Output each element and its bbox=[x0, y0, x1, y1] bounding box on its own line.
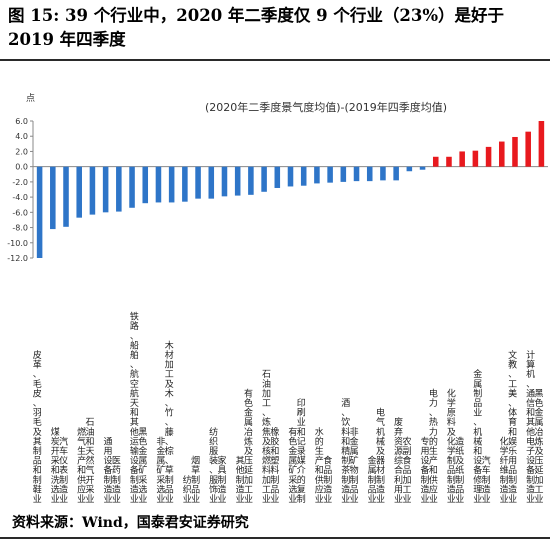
x-tick-label: 铁路、船舶、航空航天和其他运输设备制造业 bbox=[130, 311, 139, 505]
bar bbox=[50, 166, 56, 230]
bar bbox=[314, 166, 320, 184]
x-tick-label: 食品制造业 bbox=[323, 455, 332, 505]
y-tick-label: 4.0 bbox=[15, 132, 28, 141]
y-tick-label: -8.0 bbox=[12, 224, 28, 233]
bar bbox=[195, 166, 201, 199]
x-tick-label: 通用设备制造业 bbox=[104, 436, 113, 505]
x-tick-label: 电气机械及器材制造业 bbox=[376, 407, 385, 505]
bars bbox=[36, 121, 545, 258]
x-tick-label: 石油和天然气开采业 bbox=[86, 418, 95, 505]
bar bbox=[300, 166, 307, 186]
bar bbox=[116, 166, 122, 212]
bar bbox=[248, 166, 254, 195]
x-tick-label: 水的生产和供应业 bbox=[315, 426, 324, 505]
y-tick-label: -12.0 bbox=[7, 254, 28, 263]
source-note: 资料来源：Wind，国泰君安证券研究 bbox=[12, 515, 249, 531]
chart-title: (2020年二季度景气度均值)-(2019年四季度均值) bbox=[205, 100, 447, 114]
x-tick-label: 家具制造业 bbox=[218, 455, 227, 505]
bar-chart: 点 (2020年二季度景气度均值)-(2019年四季度均值) 6.0 4.0 2.0… bbox=[7, 93, 548, 505]
bar bbox=[142, 166, 149, 204]
bar bbox=[499, 141, 505, 167]
x-tick-label: 废弃资源综合利用业 bbox=[394, 416, 403, 505]
bar bbox=[63, 166, 69, 227]
bar bbox=[525, 131, 531, 167]
figure-title: 图 15: 39 个行业中，2020 年二季度仅 9 个行业（23%）是好于 2… bbox=[8, 6, 505, 49]
bar bbox=[221, 166, 228, 197]
bar bbox=[76, 166, 82, 218]
x-tick-label: 化学原料及化学制品制造业 bbox=[447, 387, 456, 505]
x-tick-label: 纺织业 bbox=[183, 474, 192, 505]
x-axis-labels: 皮革、毛皮、羽毛及其制品和制鞋业煤炭开采和洗选业汽车仪表制造业燃气生产和供应业石… bbox=[33, 311, 544, 505]
bar bbox=[432, 156, 439, 167]
x-tick-label: 电力、热力的生产和供应业 bbox=[429, 387, 438, 505]
bar bbox=[393, 166, 399, 181]
y-tick-label: 2.0 bbox=[15, 147, 28, 156]
bar bbox=[472, 150, 479, 167]
x-tick-label: 化学纤维制造业 bbox=[500, 435, 509, 505]
bar bbox=[208, 166, 215, 199]
bar bbox=[155, 166, 162, 203]
bar bbox=[102, 166, 109, 213]
x-tick-label: 黑色金属冶炼及压延加工业 bbox=[534, 388, 543, 505]
y-axis: 6.0 4.0 2.0 0.0 -2.0 -4.0 -6.0 -8.0 -10.0 -12.0 bbox=[7, 117, 548, 263]
bar bbox=[129, 166, 135, 208]
bar bbox=[36, 166, 43, 258]
x-tick-label: 印刷业和记录媒介的复制 bbox=[297, 397, 306, 505]
y-tick-label: 6.0 bbox=[15, 117, 28, 126]
chart-area: 点 (2020年二季度景气度均值)-(2019年四季度均值) 6.0 4.0 2.0… bbox=[0, 62, 550, 512]
x-tick-label: 金属制品业 bbox=[368, 455, 377, 505]
x-tick-label: 煤炭开采和洗选业 bbox=[51, 426, 60, 505]
bar bbox=[485, 146, 492, 167]
y-tick-label: -2.0 bbox=[12, 178, 28, 187]
y-axis-label: 点 bbox=[26, 93, 35, 104]
bar bbox=[512, 136, 518, 167]
x-tick-label: 非金属矿物制品业 bbox=[350, 426, 359, 505]
x-tick-label: 有色金属冶炼及压延加工业 bbox=[244, 387, 253, 505]
bar bbox=[353, 166, 360, 182]
x-tick-label: 石油加工、炼焦及核燃料加工业 bbox=[262, 370, 271, 505]
x-tick-label: 医药制造业 bbox=[112, 456, 121, 505]
x-tick-label: 烟草制品业 bbox=[191, 455, 200, 505]
bar bbox=[459, 151, 465, 167]
x-tick-label: 计算机、通信和其他电子设备制造业 bbox=[526, 349, 535, 505]
bar bbox=[182, 166, 188, 202]
bar bbox=[446, 156, 452, 167]
x-tick-label: 纺织服装、服饰业 bbox=[209, 426, 218, 505]
y-tick-label: -4.0 bbox=[12, 193, 28, 202]
y-tick-label: -6.0 bbox=[12, 208, 28, 217]
x-tick-label: 木材加工及木、竹、藤、棕、草制品业 bbox=[165, 339, 174, 505]
bar bbox=[419, 166, 426, 170]
x-tick-label: 造纸及纸制品业 bbox=[455, 435, 464, 505]
x-tick-label: 文教、工美、体育和娱乐用品制造业 bbox=[508, 349, 517, 505]
bar bbox=[234, 166, 241, 196]
x-tick-label: 其他制造业 bbox=[236, 456, 245, 505]
bar bbox=[538, 121, 545, 167]
x-tick-label: 农副食品加工业 bbox=[402, 435, 411, 505]
bar bbox=[366, 166, 373, 182]
bar bbox=[287, 166, 294, 187]
y-tick-label: -10.0 bbox=[7, 239, 28, 248]
x-tick-label: 黑色金属矿采选业 bbox=[138, 427, 147, 505]
x-tick-label: 非金属矿采选业 bbox=[156, 435, 165, 505]
y-tick-label: 0.0 bbox=[15, 163, 28, 172]
x-tick-label: 金属制品业、机械和设备修理业 bbox=[473, 368, 482, 505]
x-tick-label: 燃气生产和供应业 bbox=[77, 426, 86, 505]
x-tick-label: 汽车仪表制造业 bbox=[59, 435, 68, 505]
bar bbox=[327, 166, 333, 183]
title-rule bbox=[0, 59, 550, 61]
bar bbox=[274, 166, 281, 188]
bottom-rule bbox=[0, 537, 550, 539]
x-tick-label: 橡胶和塑料制品业 bbox=[270, 426, 279, 505]
bar bbox=[380, 166, 386, 181]
x-tick-label: 汽车制造业 bbox=[482, 455, 491, 505]
x-tick-label: 专用设备制造业 bbox=[420, 435, 429, 505]
x-tick-label: 酒、饮料和精制茶制造业 bbox=[341, 398, 350, 505]
x-tick-label: 有色金属矿采选业 bbox=[288, 426, 297, 505]
bar bbox=[168, 166, 175, 203]
bar bbox=[340, 166, 347, 182]
bar bbox=[261, 166, 267, 192]
bar bbox=[89, 166, 96, 215]
x-tick-label: 皮革、毛皮、羽毛及其制品和制鞋业 bbox=[33, 349, 42, 505]
bar bbox=[406, 166, 413, 172]
